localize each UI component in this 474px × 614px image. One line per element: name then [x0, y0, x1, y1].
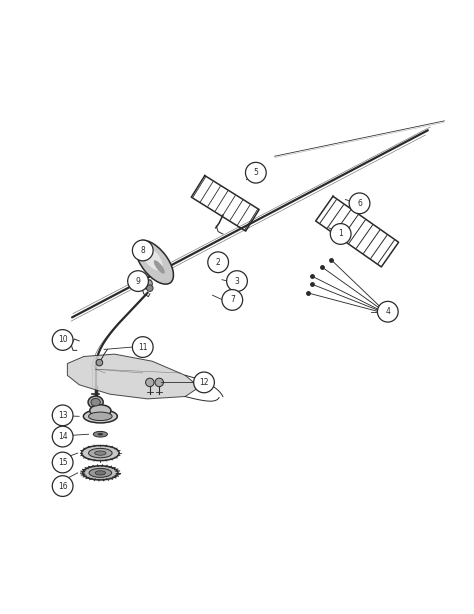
Ellipse shape	[82, 466, 118, 480]
Circle shape	[208, 252, 228, 273]
Ellipse shape	[143, 280, 152, 289]
Ellipse shape	[142, 246, 163, 270]
Circle shape	[222, 290, 243, 310]
Ellipse shape	[88, 396, 103, 408]
Text: 13: 13	[58, 411, 67, 420]
Circle shape	[349, 193, 370, 214]
Circle shape	[52, 426, 73, 447]
Circle shape	[146, 285, 153, 292]
Text: 15: 15	[58, 458, 67, 467]
Ellipse shape	[82, 446, 119, 460]
Circle shape	[377, 301, 398, 322]
Text: 16: 16	[58, 481, 67, 491]
Ellipse shape	[95, 471, 106, 475]
Polygon shape	[67, 354, 199, 399]
Text: 8: 8	[140, 246, 145, 255]
Circle shape	[132, 240, 153, 261]
Text: 4: 4	[385, 307, 390, 316]
Text: 11: 11	[138, 343, 147, 352]
Circle shape	[330, 223, 351, 244]
Text: 10: 10	[58, 335, 67, 344]
Ellipse shape	[90, 405, 111, 416]
Circle shape	[227, 271, 247, 292]
Text: 14: 14	[58, 432, 67, 441]
Circle shape	[128, 271, 148, 292]
Ellipse shape	[89, 412, 112, 421]
Circle shape	[96, 359, 103, 366]
Ellipse shape	[93, 432, 108, 437]
Text: 9: 9	[136, 276, 140, 286]
Ellipse shape	[89, 468, 112, 477]
Text: 3: 3	[235, 276, 239, 286]
Text: 5: 5	[254, 168, 258, 177]
Circle shape	[146, 378, 154, 387]
Text: 1: 1	[338, 230, 343, 238]
Circle shape	[52, 452, 73, 473]
Ellipse shape	[136, 240, 173, 284]
Ellipse shape	[83, 410, 117, 423]
Ellipse shape	[154, 260, 165, 274]
Circle shape	[155, 378, 164, 387]
Ellipse shape	[91, 398, 100, 406]
Circle shape	[194, 372, 214, 393]
Circle shape	[132, 336, 153, 357]
Circle shape	[246, 162, 266, 183]
Text: 7: 7	[230, 295, 235, 305]
Ellipse shape	[89, 448, 112, 458]
Ellipse shape	[98, 433, 103, 435]
Circle shape	[52, 330, 73, 351]
Circle shape	[52, 405, 73, 426]
Text: 12: 12	[199, 378, 209, 387]
Ellipse shape	[95, 451, 106, 455]
Text: 6: 6	[357, 199, 362, 208]
Circle shape	[52, 476, 73, 497]
Text: 2: 2	[216, 258, 220, 266]
